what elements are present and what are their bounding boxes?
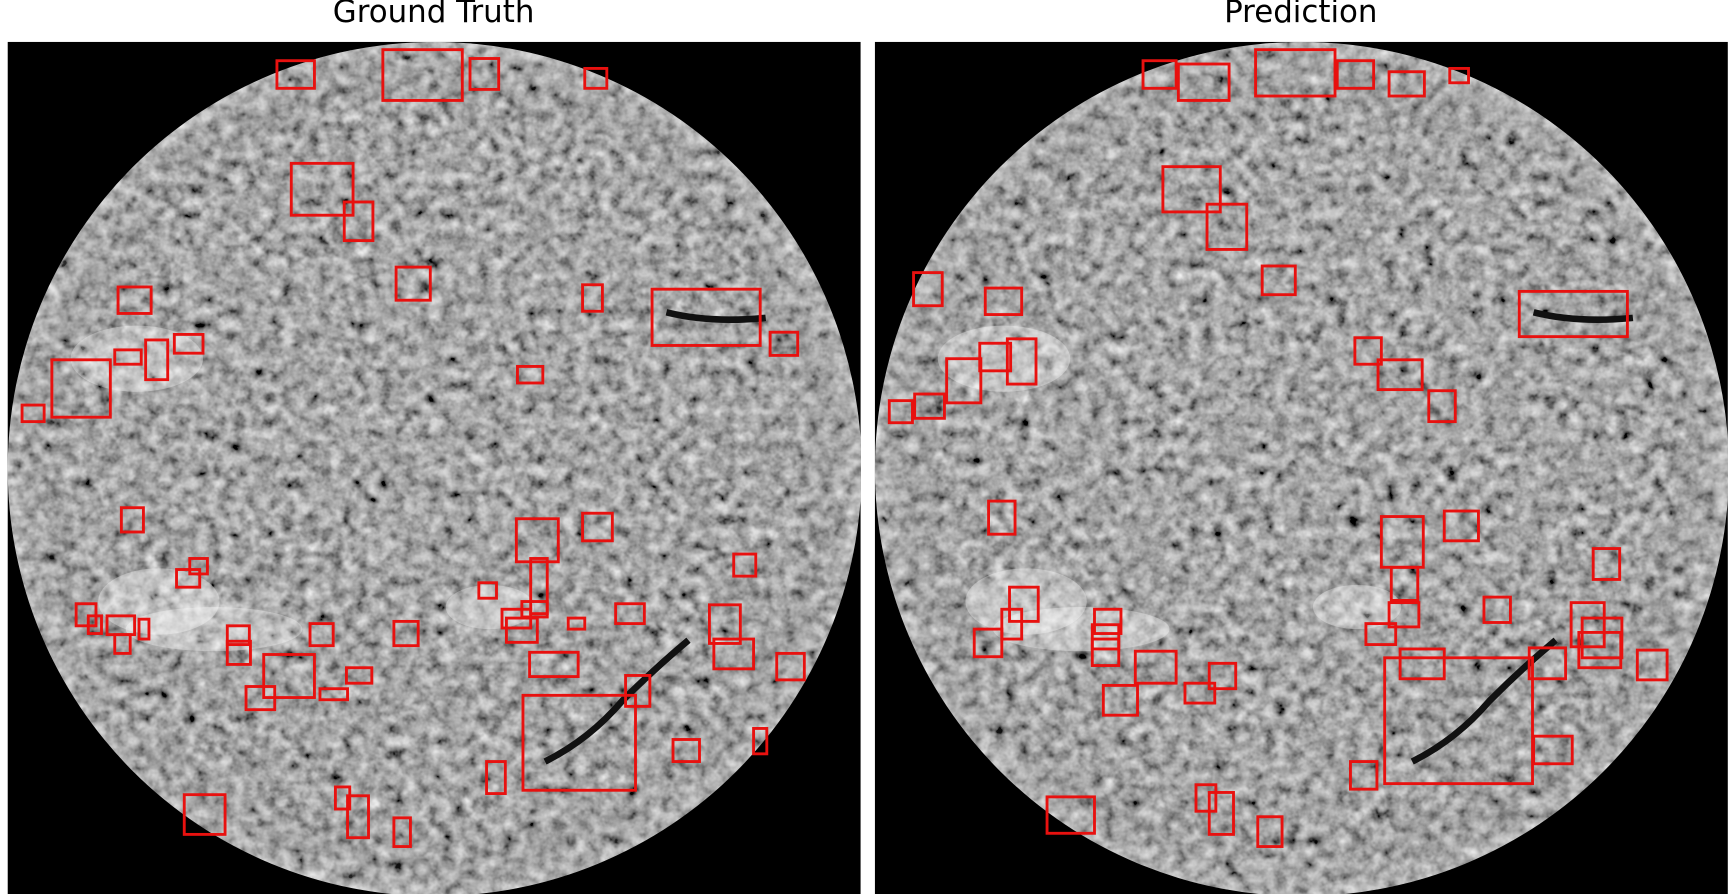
page: {"panels": [{"title": "Ground Truth"}, {… [0,0,1730,894]
sun-disk [8,42,862,894]
limb [8,42,862,894]
figure: Ground Truth Prediction [0,0,1730,894]
limb [875,42,1729,894]
panel-title: Prediction [1224,0,1377,30]
sun-disk [875,42,1729,894]
panel-title: Ground Truth [333,0,535,30]
